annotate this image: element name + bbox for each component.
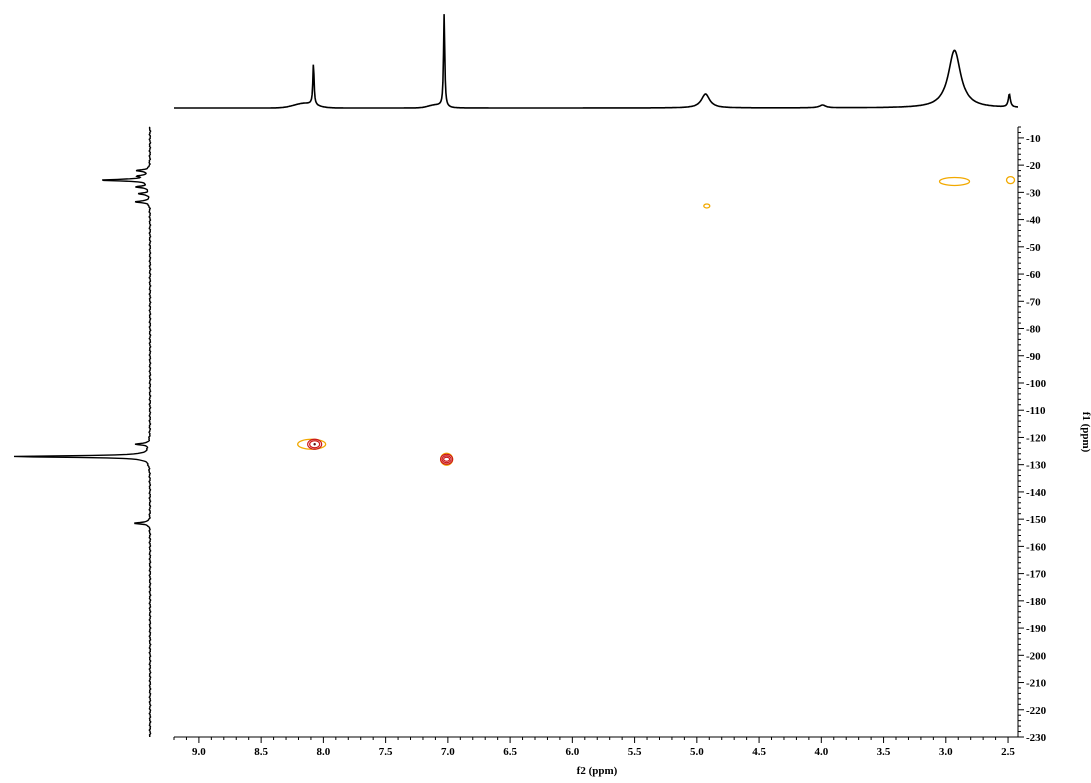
cross-peaks: [297, 175, 1016, 466]
f2-projection-line: [174, 14, 1018, 109]
x-tick-label: 2.5: [1001, 746, 1015, 758]
y-axis-title: f1 (ppm): [1080, 412, 1091, 453]
x-tick-label: 3.5: [877, 746, 891, 758]
y-tick-label: -140: [1026, 487, 1047, 499]
contour-inner: [309, 440, 321, 449]
x-tick-label: 7.0: [441, 746, 455, 758]
cross-peak: [439, 452, 454, 466]
y-tick-label: -230: [1026, 732, 1047, 744]
x-tick-label: 9.0: [192, 746, 206, 758]
contour-inner: [307, 438, 323, 450]
cross-peak: [297, 438, 327, 450]
contour-outer: [1005, 175, 1016, 185]
f2-projection-trace: [174, 14, 1018, 109]
contour-core: [313, 443, 316, 446]
y-tick-label: -90: [1026, 351, 1041, 363]
y-tick-label: -100: [1026, 378, 1047, 390]
contour-outer: [703, 203, 711, 209]
y-tick-label: -10: [1026, 133, 1041, 145]
y-tick-label: -50: [1026, 242, 1041, 254]
y-tick-label: -210: [1026, 678, 1047, 690]
contour-inner: [440, 453, 454, 465]
x-tick-label: 7.5: [379, 746, 393, 758]
x-tick-label: 3.0: [939, 746, 953, 758]
x-tick-label: 8.0: [317, 746, 331, 758]
y-tick-label: -170: [1026, 569, 1047, 581]
x-tick-label: 4.0: [814, 746, 828, 758]
x-axis: 9.0 8.5 8.0 7.5 7.0 6.5 6.0 5.5 5.0 4.5 4.0 3.5 3.0 2…: [173, 737, 1015, 758]
x-axis-title: f2 (ppm): [577, 765, 618, 777]
f1-projection-line: [13, 126, 152, 737]
x-tick-label: 6.5: [503, 746, 517, 758]
y-tick-label: -130: [1026, 460, 1047, 472]
y-tick-label: -30: [1026, 187, 1041, 199]
y-tick-label: -120: [1026, 432, 1047, 444]
y-tick-label: -60: [1026, 269, 1041, 281]
y-tick-label: -220: [1026, 705, 1047, 717]
y-tick-label: -40: [1026, 215, 1041, 227]
x-tick-label: 5.0: [690, 746, 704, 758]
plot-area: [174, 127, 1019, 738]
y-axis: -10 -20 -30 -40 -50 -60 -70 -80 -90 -100 -110 -120 -…: [1018, 126, 1047, 744]
y-tick-label: -180: [1026, 596, 1047, 608]
y-tick-label: -150: [1026, 514, 1047, 526]
y-tick-label: -110: [1026, 405, 1046, 417]
x-tick-label: 5.5: [628, 746, 642, 758]
cross-peak: [703, 203, 711, 209]
y-tick-label: -80: [1026, 324, 1041, 336]
f1-projection-trace: [13, 126, 152, 737]
y-tick-label: -160: [1026, 541, 1047, 553]
x-tick-label: 6.0: [565, 746, 579, 758]
y-tick-label: -200: [1026, 650, 1047, 662]
x-tick-label: 4.5: [752, 746, 766, 758]
contour-outer: [938, 176, 971, 187]
x-tick-label: 8.5: [254, 746, 268, 758]
y-tick-label: -20: [1026, 160, 1041, 172]
y-tick-label: -190: [1026, 623, 1047, 635]
cross-peak: [1005, 175, 1016, 185]
contour-inner: [443, 456, 451, 462]
y-tick-label: -70: [1026, 296, 1041, 308]
contour-inner: [441, 455, 452, 464]
cross-peak: [938, 176, 971, 187]
